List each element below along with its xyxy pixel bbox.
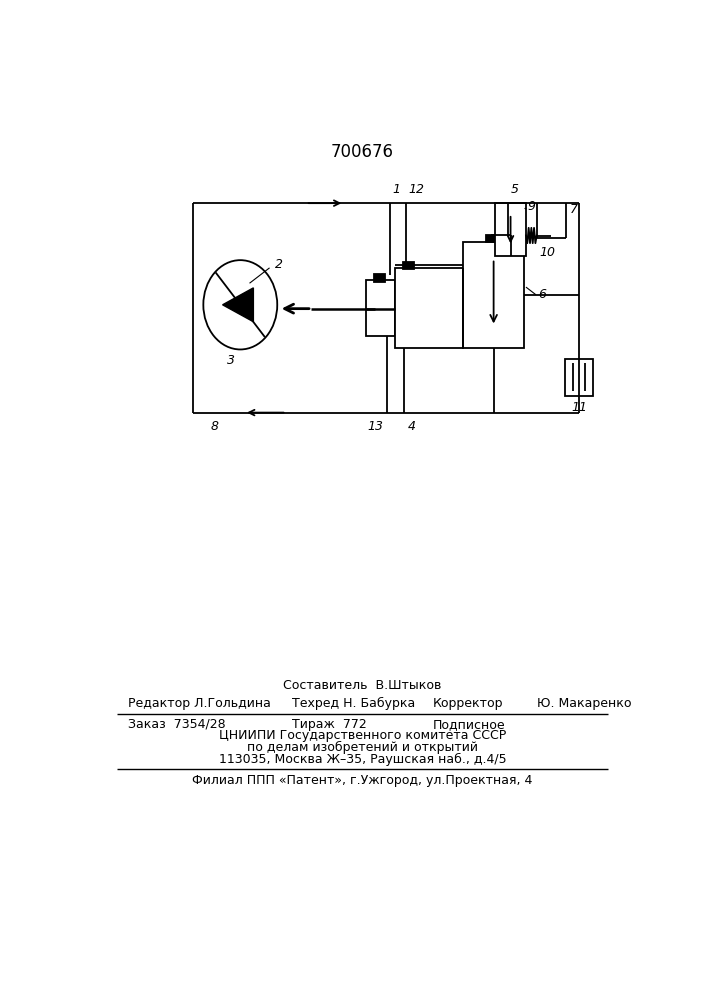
Polygon shape [223,288,253,322]
Text: Составитель  В.Штыков: Составитель В.Штыков [283,679,442,692]
Bar [486,235,497,242]
Text: 4: 4 [407,420,416,433]
Bar [374,274,385,282]
Text: Заказ  7354/28: Заказ 7354/28 [128,718,226,731]
Text: 8: 8 [210,420,218,433]
Bar [395,268,463,348]
Text: Корректор: Корректор [433,697,503,710]
Text: 1: 1 [393,183,401,196]
Bar [366,280,395,336]
Bar [495,203,526,256]
Text: 700676: 700676 [330,143,394,161]
Text: 113035, Москва Ж–35, Раушская наб., д.4/5: 113035, Москва Ж–35, Раушская наб., д.4/… [218,753,506,766]
Text: Филиал ППП «Патент», г.Ужгород, ул.Проектная, 4: Филиал ППП «Патент», г.Ужгород, ул.Проек… [192,774,532,787]
Text: Техред Н. Бабурка: Техред Н. Бабурка [291,697,415,710]
Text: 10: 10 [539,246,555,259]
Text: 9: 9 [527,200,535,213]
Text: Подписное: Подписное [433,718,506,731]
Text: Тираж  772: Тираж 772 [291,718,366,731]
Ellipse shape [204,260,277,349]
Text: 6: 6 [538,288,547,301]
Text: 5: 5 [510,183,518,196]
Bar [565,359,593,396]
Text: Ю. Макаренко: Ю. Макаренко [537,697,631,710]
Text: ЦНИИПИ Государственного комитета СССР: ЦНИИПИ Государственного комитета СССР [218,730,506,742]
Text: 2: 2 [275,258,283,271]
Bar [463,242,525,348]
Text: 7: 7 [570,203,578,216]
Text: 12: 12 [408,183,424,196]
Text: 11: 11 [571,401,587,414]
Text: 3: 3 [227,354,235,367]
Text: Редактор Л.Гольдина: Редактор Л.Гольдина [128,697,271,710]
Bar [403,262,414,269]
Text: по делам изобретений и открытий: по делам изобретений и открытий [247,741,478,754]
Text: 13: 13 [368,420,383,433]
